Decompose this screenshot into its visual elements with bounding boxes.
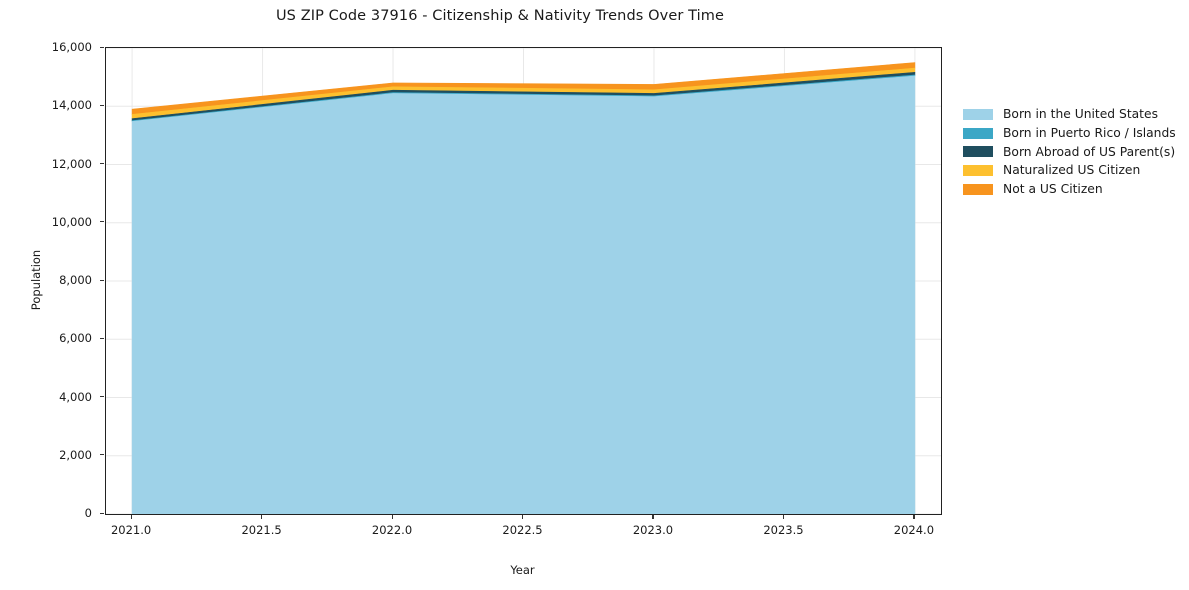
x-tick-mark <box>913 515 915 519</box>
x-tick-label: 2022.5 <box>502 523 543 537</box>
y-tick-mark <box>100 104 104 106</box>
y-tick-label: 10,000 <box>51 214 92 229</box>
legend-swatch <box>963 127 993 139</box>
chart-legend: Born in the United States Born in Puerto … <box>963 105 1178 198</box>
legend-swatch <box>963 108 993 120</box>
legend-swatch <box>963 146 993 158</box>
legend-item[interactable]: Not a US Citizen <box>963 180 1178 199</box>
x-tick-mark <box>522 515 524 519</box>
y-tick-mark <box>100 512 104 514</box>
y-tick-mark <box>100 163 104 165</box>
legend-item[interactable]: Naturalized US Citizen <box>963 161 1178 180</box>
y-tick-mark <box>100 46 104 48</box>
area-series-group <box>131 62 916 514</box>
plot-area <box>105 47 942 515</box>
x-tick-mark <box>652 515 654 519</box>
y-tick-label: 2,000 <box>59 447 92 462</box>
legend-label: Naturalized US Citizen <box>1003 163 1141 178</box>
x-tick-mark <box>391 515 393 519</box>
y-tick-label: 0 <box>84 506 92 520</box>
y-tick-label: 12,000 <box>51 156 92 171</box>
x-tick-label: 2023.0 <box>632 523 674 537</box>
x-tick-mark <box>261 515 263 519</box>
y-tick-label: 14,000 <box>51 98 92 113</box>
stacked-area-svg <box>106 48 941 514</box>
y-tick-mark <box>100 396 104 398</box>
y-tick-mark <box>100 337 104 339</box>
x-axis-label: Year <box>510 563 535 577</box>
y-tick-mark <box>100 221 104 223</box>
legend-swatch <box>963 164 993 176</box>
y-tick-mark <box>100 454 104 456</box>
legend-item[interactable]: Born in Puerto Rico / Islands <box>963 124 1178 143</box>
legend-label: Not a US Citizen <box>1003 182 1103 197</box>
x-tick-mark <box>130 515 132 519</box>
legend-swatch <box>963 183 993 195</box>
legend-item[interactable]: Born in the United States <box>963 105 1178 124</box>
y-tick-label: 8,000 <box>59 273 92 287</box>
y-tick-mark <box>100 279 104 281</box>
legend-label: Born Abroad of US Parent(s) <box>1003 144 1176 159</box>
x-tick-label: 2023.5 <box>763 523 804 537</box>
legend-label: Born in the United States <box>1003 107 1158 122</box>
x-tick-mark <box>782 515 785 519</box>
y-tick-label: 4,000 <box>59 389 92 404</box>
chart-title: US ZIP Code 37916 - Citizenship & Nativi… <box>275 8 725 24</box>
x-tick-label: 2022.0 <box>371 523 413 537</box>
y-tick-label: 6,000 <box>59 331 92 346</box>
area-band <box>131 75 916 514</box>
legend-item[interactable]: Born Abroad of US Parent(s) <box>963 142 1178 161</box>
legend-label: Born in Puerto Rico / Islands <box>1003 126 1176 141</box>
x-tick-label: 2021.5 <box>241 523 282 537</box>
x-tick-label: 2024.0 <box>893 523 935 537</box>
y-tick-label: 16,000 <box>51 40 92 54</box>
x-tick-label: 2021.0 <box>110 523 152 537</box>
